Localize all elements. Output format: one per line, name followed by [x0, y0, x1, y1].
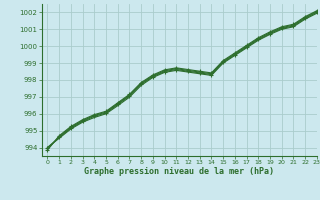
X-axis label: Graphe pression niveau de la mer (hPa): Graphe pression niveau de la mer (hPa) [84, 167, 274, 176]
